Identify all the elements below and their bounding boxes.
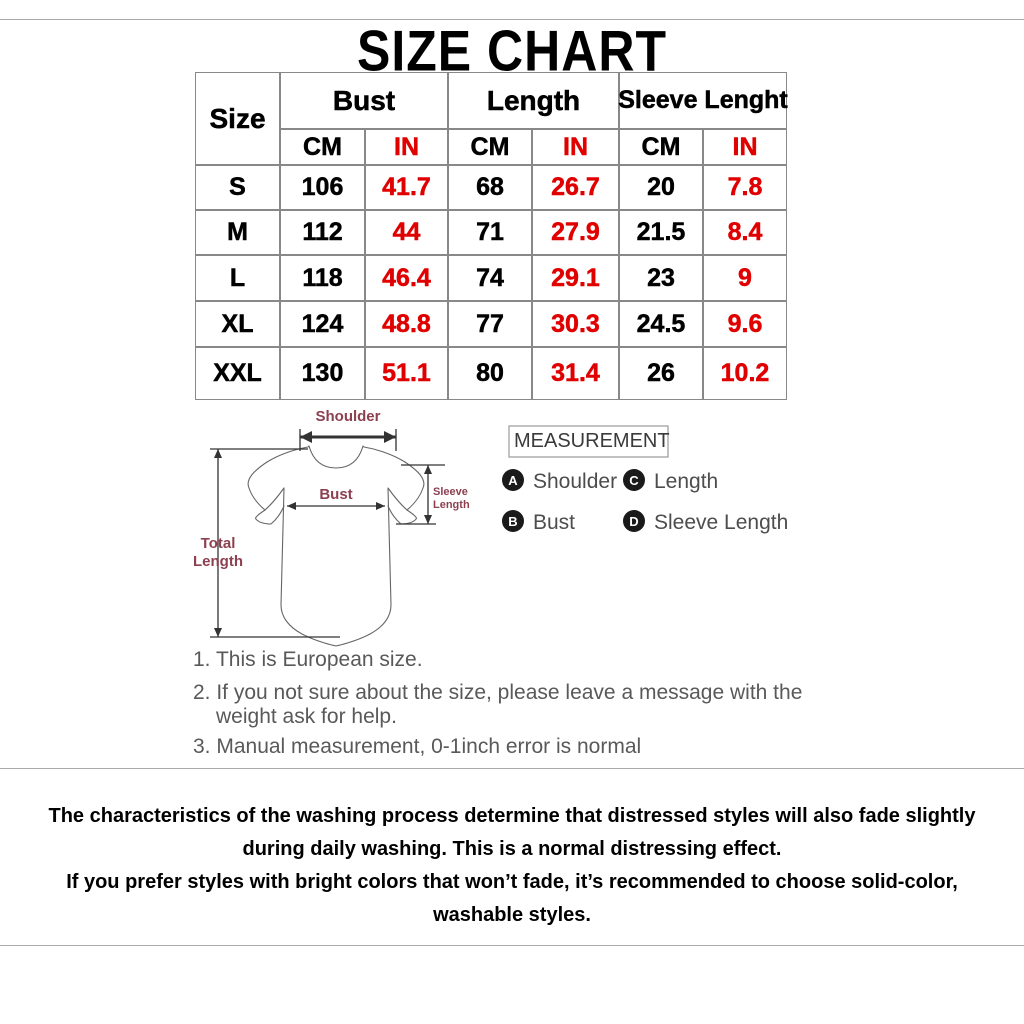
- svg-text:Sleeve Length: Sleeve Length: [654, 511, 788, 534]
- svg-text:Sleeve: Sleeve: [433, 486, 468, 498]
- svg-text:Length: Length: [193, 553, 243, 570]
- svg-text:A: A: [508, 473, 518, 488]
- svg-text:Bust: Bust: [319, 486, 352, 503]
- svg-text:Length: Length: [433, 499, 470, 511]
- svg-text:Bust: Bust: [533, 511, 575, 534]
- svg-text:Total: Total: [201, 535, 236, 552]
- svg-text:C: C: [629, 473, 639, 488]
- svg-text:Shoulder: Shoulder: [533, 470, 617, 493]
- svg-text:MEASUREMENT: MEASUREMENT: [514, 430, 670, 452]
- svg-text:B: B: [508, 514, 517, 529]
- svg-text:Shoulder: Shoulder: [315, 408, 380, 425]
- svg-text:Length: Length: [654, 470, 718, 493]
- svg-text:D: D: [629, 514, 638, 529]
